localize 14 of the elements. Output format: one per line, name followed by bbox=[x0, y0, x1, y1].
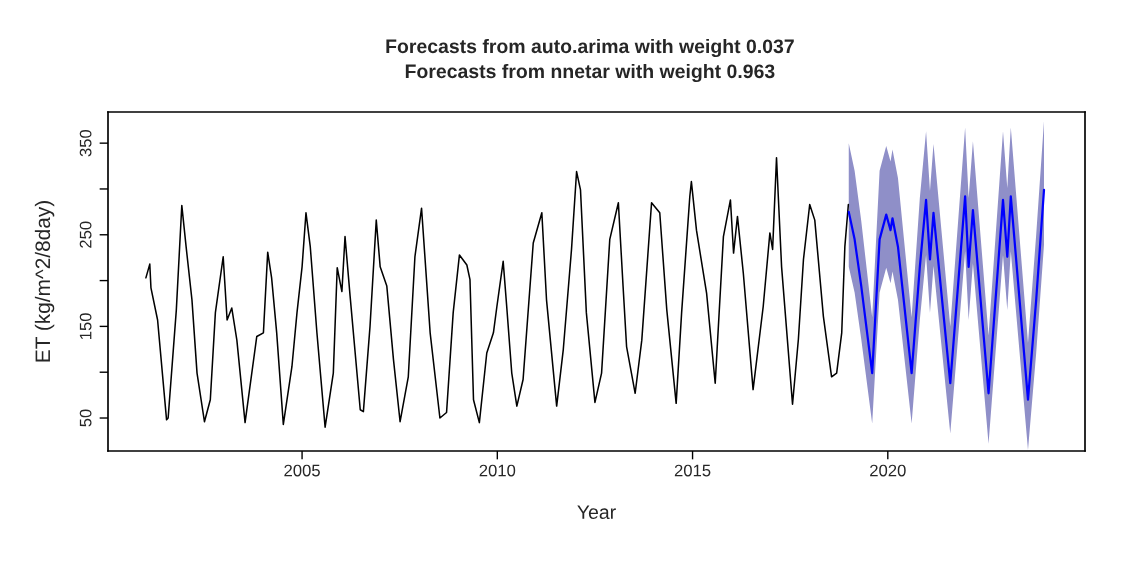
line-series bbox=[847, 188, 1046, 401]
y-axis-title: ET (kg/m^2/8day) bbox=[34, 201, 55, 362]
x-tick-label: 2020 bbox=[870, 464, 906, 477]
x-axis-title: Year bbox=[577, 505, 616, 520]
y-tick-label: 250 bbox=[79, 221, 92, 248]
x-tick-label: 2015 bbox=[674, 464, 711, 477]
chart-subtitle: Forecasts from nnetar with weight 0.963 bbox=[405, 63, 775, 83]
line-series bbox=[145, 157, 850, 428]
y-tick-label: 50 bbox=[79, 409, 92, 427]
chart-title: Forecasts from auto.arima with weight 0.037 bbox=[386, 38, 794, 58]
x-tick-label: 2010 bbox=[479, 464, 516, 477]
y-tick-label: 350 bbox=[79, 129, 92, 157]
y-tick-label: 150 bbox=[79, 313, 92, 340]
x-tick-label: 2005 bbox=[284, 464, 320, 477]
